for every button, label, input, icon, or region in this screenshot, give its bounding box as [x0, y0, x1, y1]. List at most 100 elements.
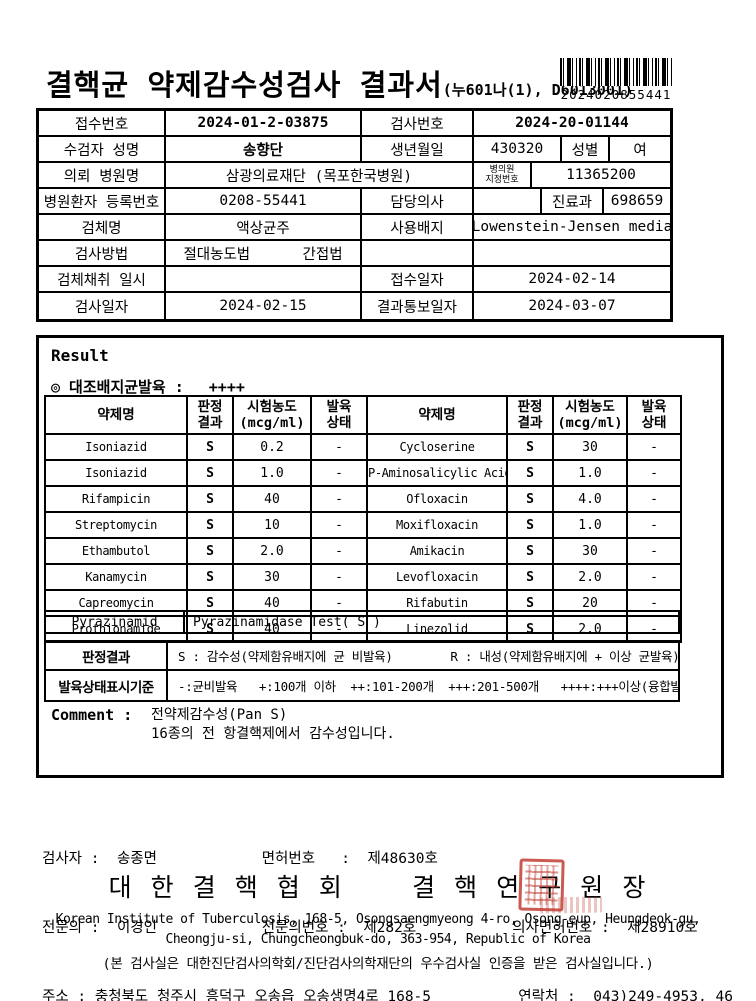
drug-susceptibility-table: 약제명 판정 결과 시험농도 (mcg/ml) 발육 상태 약제명 판정 결과 …	[44, 395, 682, 643]
drug-table-row: Capreomycin S 40- Rifabutin S 20-	[44, 589, 682, 617]
pyrazinamid-result: Pyrazinamidase Test( S )	[193, 614, 381, 630]
pyrazinamid-row: Pyrazinamid Pyrazinamidase Test( S )	[44, 610, 680, 634]
info-row-specimen: 검체명 액상균주 사용배지 Lowenstein-Jensen media	[39, 215, 670, 241]
hospital-value: 삼광의료재단 (목포한국병원)	[166, 163, 474, 187]
drug-table-row: Prothionamide S 40- Linezolid S 2.0-	[44, 615, 682, 643]
drug-table-cell: S	[506, 563, 554, 591]
institute-address-en-1: Korean Institute of Tuberculosis, 168-5,…	[55, 912, 701, 927]
comment-text: 전약제감수성(Pan S) 16종의 전 항결핵제에서 감수성입니다.	[151, 706, 395, 744]
drug-table-cell: 40	[232, 615, 312, 643]
signature-block: 검사자 : 송종면 면허번호 : 제48630호 전문의 : 이경인 전문의번호…	[42, 802, 733, 1001]
growth-header: 발육 상태	[310, 395, 368, 435]
info-table: 접수번호 2024-01-2-03875 검사번호 2024-20-01144 …	[36, 108, 673, 322]
info-row-method: 검사방법 절대농도법 간접법	[39, 241, 670, 267]
barcode-block: 2024020855441	[558, 58, 674, 102]
drug-table-cell: 0.2	[232, 433, 312, 461]
method-empty-2	[474, 241, 670, 265]
drug-table-cell: S	[186, 563, 234, 591]
drug-table-cell: S	[186, 433, 234, 461]
drug-table-cell: Streptomycin	[44, 511, 188, 539]
drug-table-cell: -	[626, 511, 682, 539]
drug-table-cell: -	[310, 589, 368, 617]
comment-block: Comment : 전약제감수성(Pan S) 16종의 전 항결핵제에서 감수…	[51, 706, 395, 744]
specimen-label: 검체명	[39, 215, 166, 239]
drug-table-cell: S	[186, 511, 234, 539]
drug-table-cell: Kanamycin	[44, 563, 188, 591]
institute-address-en-2: Cheongju-si, Chungcheongbuk-do, 363-954,…	[165, 932, 591, 947]
drug-table-row: Isoniazid S 0.2- Cycloserine S 30-	[44, 433, 682, 461]
specialist-line: 전문의 : 이경인 전문의번호 : 제282호 의사면허번호 : 제28910호	[42, 920, 698, 936]
criteria-table: 판정결과 S : 감수성(약제함유배지에 균 비발육) R : 내성(약제함유배…	[44, 640, 680, 702]
receipt-no-value: 2024-01-2-03875	[166, 111, 362, 135]
growth-criteria-text: -:균비발육 +:100개 이하 ++:101-200개 +++:201-500…	[178, 679, 678, 694]
growth-header: 발육 상태	[626, 395, 682, 435]
drug-table-cell: S	[506, 433, 554, 461]
drug-table-cell: S	[506, 459, 554, 487]
test-date-value: 2024-02-15	[166, 293, 362, 319]
drug-table-cell: 1.0	[232, 459, 312, 487]
result-heading: Result	[51, 346, 109, 365]
concentration-header: 시험농도 (mcg/ml)	[232, 395, 312, 435]
drug-table-cell: P-Aminosalicylic Acid	[366, 459, 508, 487]
hospital-code-label: 병의원 지정번호	[474, 163, 532, 187]
drug-table-row: Kanamycin S 30- Levofloxacin S 2.0-	[44, 563, 682, 591]
doctor-label: 담당의사	[362, 189, 474, 213]
control-growth-label: ◎ 대조배지균발육 :	[51, 378, 184, 396]
method-label: 검사방법	[39, 241, 166, 265]
media-label: 사용배지	[362, 215, 474, 239]
drug-table-cell: -	[626, 459, 682, 487]
birth-value: 430320	[474, 137, 562, 161]
drug-table-cell: S	[506, 537, 554, 565]
drug-table-cell: -	[310, 459, 368, 487]
drug-table-cell: -	[310, 433, 368, 461]
drug-table-row: Ethambutol S 2.0- Amikacin S 30-	[44, 537, 682, 565]
test-no-label: 검사번호	[362, 111, 474, 135]
drug-table-header-row: 약제명 판정 결과 시험농도 (mcg/ml) 발육 상태 약제명 판정 결과 …	[44, 395, 682, 435]
drug-table-cell: 1.0	[552, 511, 628, 539]
report-date-value: 2024-03-07	[528, 298, 616, 314]
drug-table-cell: Ofloxacin	[366, 485, 508, 513]
report-date-label: 결과통보일자	[362, 293, 474, 319]
examiner-line: 검사자 : 송종면 면허번호 : 제48630호	[42, 851, 438, 867]
collect-value	[166, 267, 362, 291]
drug-table-cell: 2.0	[552, 563, 628, 591]
receipt-no-label: 접수번호	[39, 111, 166, 135]
hospital-code-value: 11365200	[566, 167, 636, 183]
drug-table-row: Streptomycin S 10- Moxifloxacin S 1.0-	[44, 511, 682, 539]
judgement-header: 판정 결과	[506, 395, 554, 435]
drug-table-row: Isoniazid S 1.0- P-Aminosalicylic Acid S 1.0-	[44, 459, 682, 487]
drug-table-cell: Capreomycin	[44, 589, 188, 617]
address-line: 주소 : 충청북도 청주시 흥덕구 오송읍 오송생명4로 168-5 연락처 :…	[42, 989, 733, 1001]
report-title: 결핵균 약제감수성검사 결과서(누601나(1), D6013001)	[46, 62, 633, 104]
seal-ghost-mark	[539, 896, 603, 914]
drug-table-cell: S	[186, 485, 234, 513]
receipt-date-label: 접수일자	[362, 267, 474, 291]
drug-table-cell: -	[626, 433, 682, 461]
drug-table-cell: 20	[552, 589, 628, 617]
drug-table-cell: -	[626, 563, 682, 591]
birth-label: 생년월일	[362, 137, 474, 161]
growth-criteria-row: 발육상태표시기준 -:균비발육 +:100개 이하 ++:101-200개 ++…	[46, 671, 678, 700]
drug-table-cell: 1.0	[552, 459, 628, 487]
info-row-collect: 검체채취 일시 접수일자 2024-02-14	[39, 267, 670, 293]
drug-table-cell: S	[186, 459, 234, 487]
dept-label: 진료과	[542, 189, 604, 213]
doctor-value	[474, 189, 542, 213]
report-title-main: 결핵균 약제감수성검사 결과서	[46, 68, 443, 102]
result-section: Result ◎ 대조배지균발육 : ++++ 약제명 판정 결과 시험농도 (…	[36, 335, 724, 778]
drug-table-cell: -	[626, 485, 682, 513]
info-row-patient: 수검자 성명 송향단 생년월일 430320 성별 여	[39, 137, 670, 163]
sex-label: 성별	[562, 137, 610, 161]
test-date-label: 검사일자	[39, 293, 166, 319]
method-empty-1	[362, 241, 474, 265]
comment-line-1: 전약제감수성(Pan S)	[151, 707, 288, 723]
control-growth-line: ◎ 대조배지균발육 : ++++	[51, 376, 245, 397]
drug-table-cell: Levofloxacin	[366, 563, 508, 591]
drug-table-cell: 4.0	[552, 485, 628, 513]
drug-table-cell: Rifampicin	[44, 485, 188, 513]
drug-table-cell: 30	[552, 537, 628, 565]
collect-label: 검체채취 일시	[39, 267, 166, 291]
drug-table-cell: S	[506, 589, 554, 617]
drug-table-cell: S	[186, 589, 234, 617]
info-row-receipt: 접수번호 2024-01-2-03875 검사번호 2024-20-01144	[39, 111, 670, 137]
